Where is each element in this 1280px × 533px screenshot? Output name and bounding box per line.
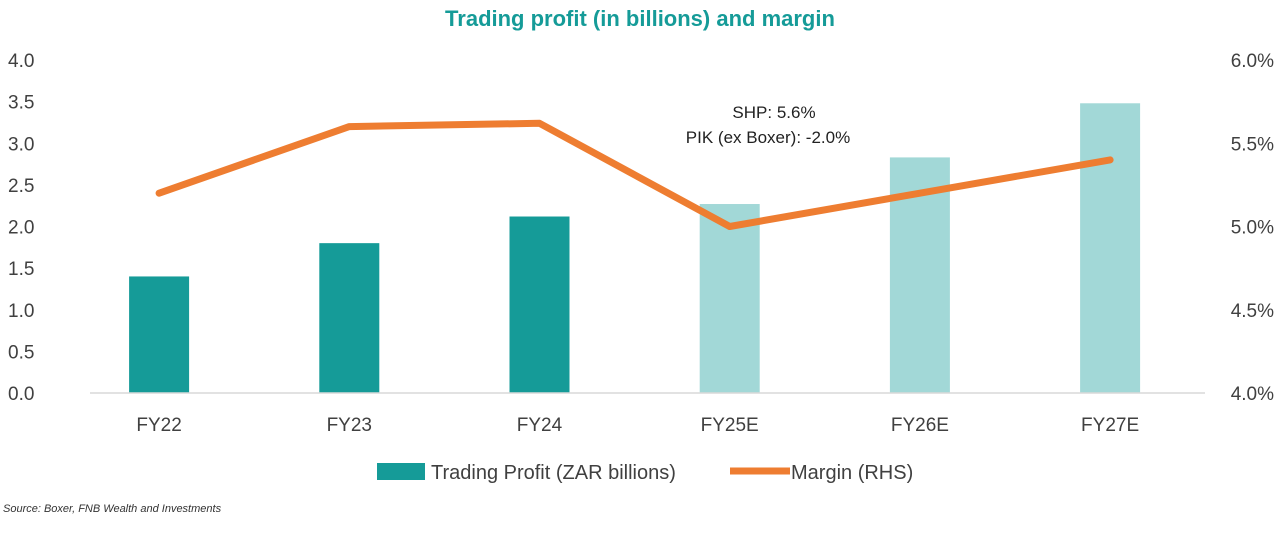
x-axis-tick-label: FY22 [136,415,181,436]
left-axis-tick-label: 4.0 [8,51,34,72]
legend-label-trading-profit: Trading Profit (ZAR billions) [431,462,676,484]
right-axis-tick-label: 6.0% [1231,51,1274,72]
legend-swatch-trading-profit [377,463,425,480]
x-axis-tick-label: FY27E [1081,415,1139,436]
right-axis-tick-label: 4.5% [1231,301,1274,322]
annotation-shp: SHP: 5.6% [732,103,815,122]
chart-title: Trading profit (in billions) and margin [445,6,835,31]
right-axis-tick-label: 5.0% [1231,218,1274,239]
legend-label-margin: Margin (RHS) [791,462,913,484]
margin-line [155,119,1114,230]
left-axis-tick-label: 2.5 [8,176,34,197]
bar-fy22 [129,276,190,393]
x-axis-tick-label: FY26E [891,415,949,436]
margin-point-fy24 [538,122,541,125]
left-axis-tick-label: 2.0 [8,218,34,239]
right-axis-tick-label: 4.0% [1231,384,1274,405]
margin-line-series [155,119,1114,230]
margin-point-fy25e [728,225,731,228]
bar-fy25e [699,204,760,393]
x-axis-tick-label: FY23 [327,415,372,436]
bar-fy23 [319,243,380,393]
margin-point-fy27e [1109,158,1112,161]
left-axis-tick-label: 3.5 [8,93,34,114]
bar-fy24 [509,216,570,393]
left-axis-tick-label: 1.5 [8,259,34,280]
source-note: Source: Boxer, FNB Wealth and Investment… [3,503,222,515]
right-axis-ticks: 4.0% 4.5% 5.0% 5.5% 6.0% [1231,51,1274,405]
bars [129,103,1141,393]
right-axis-tick-label: 5.5% [1231,134,1274,155]
annotation-pik: PIK (ex Boxer): -2.0% [686,128,850,147]
margin-point-fy23 [348,125,351,128]
left-axis-tick-label: 1.0 [8,301,34,322]
left-axis-tick-label: 0.5 [8,342,34,363]
left-axis-ticks: 0.0 0.5 1.0 1.5 2.0 2.5 3.0 3.5 4.0 [8,51,34,405]
left-axis-tick-label: 3.0 [8,134,34,155]
legend: Trading Profit (ZAR billions) Margin (RH… [377,462,913,484]
bar-fy27e [1080,103,1141,393]
x-axis-tick-label: FY24 [517,415,563,436]
left-axis-tick-label: 0.0 [8,384,34,405]
x-axis-ticks: FY22 FY23 FY24 FY25E FY26E FY27E [136,415,1139,436]
margin-point-fy22 [158,192,161,195]
margin-point-fy26e [918,192,921,195]
x-axis-tick-label: FY25E [701,415,759,436]
